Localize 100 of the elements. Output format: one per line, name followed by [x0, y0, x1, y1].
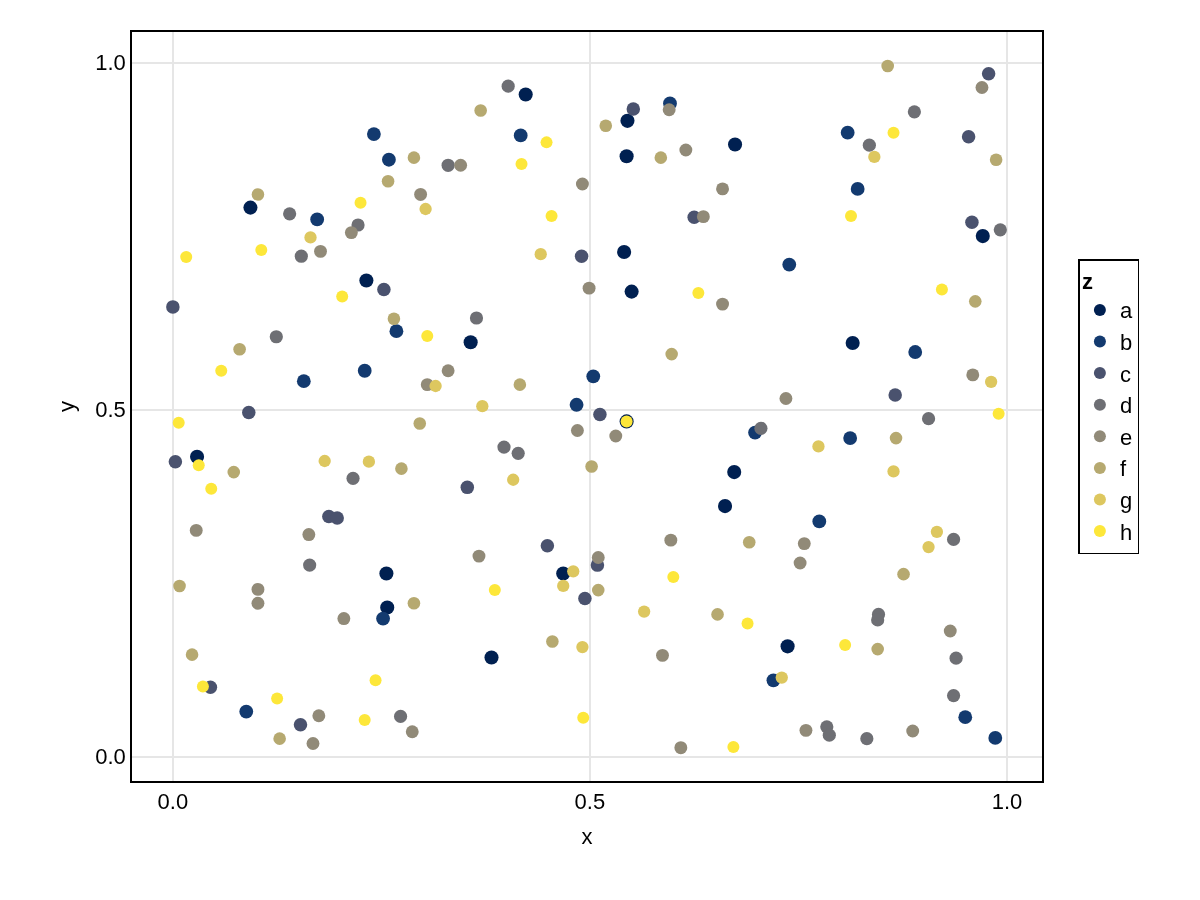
point [367, 127, 381, 141]
point [782, 257, 797, 272]
point [989, 153, 1003, 167]
point [344, 226, 358, 240]
point [337, 612, 351, 626]
point [665, 347, 678, 361]
point [992, 407, 1005, 420]
point [574, 249, 589, 263]
point [251, 582, 265, 596]
point [799, 723, 813, 737]
point [718, 499, 733, 514]
point [205, 482, 218, 495]
point [907, 105, 921, 119]
legend-label: b [1119, 330, 1133, 356]
point [173, 579, 186, 593]
point [965, 215, 979, 229]
point [968, 295, 982, 308]
point [935, 283, 948, 296]
point [389, 324, 404, 339]
point [346, 471, 360, 485]
point [546, 635, 559, 648]
point [172, 416, 185, 429]
point [251, 596, 265, 610]
point [474, 104, 487, 117]
point [667, 570, 680, 583]
point [727, 740, 740, 753]
point [429, 379, 442, 393]
point [545, 209, 558, 222]
point [513, 378, 527, 391]
point [609, 429, 623, 443]
point [897, 567, 910, 581]
legend-label: e [1119, 424, 1133, 450]
point [283, 207, 297, 221]
legend-title: z [1081, 269, 1093, 295]
point [293, 718, 308, 732]
legend-label: f [1119, 456, 1127, 482]
point [484, 650, 499, 665]
legend-label: g [1119, 488, 1133, 514]
x-tick-label: 0.0 [157, 789, 189, 815]
point [312, 709, 326, 723]
point [591, 583, 605, 597]
point [716, 297, 729, 311]
point [380, 600, 395, 615]
point [567, 565, 580, 578]
point [679, 143, 693, 157]
point [359, 273, 374, 288]
point [515, 157, 528, 170]
point [887, 465, 900, 478]
point [441, 158, 455, 172]
point [255, 243, 268, 256]
point [419, 202, 432, 216]
point [845, 335, 860, 351]
point [578, 591, 592, 606]
point [812, 440, 825, 453]
point [381, 174, 395, 188]
point [692, 287, 705, 299]
point [593, 407, 607, 422]
point [958, 710, 973, 725]
point [302, 528, 316, 542]
point [273, 732, 286, 745]
point [463, 335, 478, 350]
point [871, 613, 885, 627]
point [947, 532, 961, 547]
point [656, 648, 669, 662]
point [460, 480, 475, 495]
legend-label: a [1119, 298, 1133, 324]
y-tick-label: 0.0 [95, 744, 126, 770]
point [638, 605, 651, 618]
point [624, 284, 639, 299]
point [930, 525, 944, 538]
point [185, 648, 199, 661]
point [860, 732, 874, 746]
point [233, 342, 246, 356]
point [949, 651, 963, 665]
point [966, 368, 980, 382]
point [306, 737, 320, 750]
point [405, 725, 419, 739]
point [227, 465, 241, 479]
point [358, 713, 371, 726]
point [362, 455, 376, 468]
point [570, 424, 584, 437]
point [696, 210, 710, 224]
point [507, 473, 520, 486]
point [469, 311, 484, 325]
legend-label: d [1119, 393, 1133, 419]
point [242, 405, 256, 420]
point [441, 364, 455, 378]
point [984, 375, 998, 388]
point [662, 103, 676, 117]
point [906, 724, 920, 738]
point [488, 584, 501, 597]
legend-label: h [1119, 519, 1133, 545]
point [922, 540, 935, 554]
point [793, 556, 807, 570]
point [961, 130, 976, 144]
point [296, 374, 311, 389]
point [407, 151, 421, 164]
x-tick-label: 1.0 [991, 789, 1023, 815]
point [271, 692, 284, 705]
point [812, 514, 827, 529]
